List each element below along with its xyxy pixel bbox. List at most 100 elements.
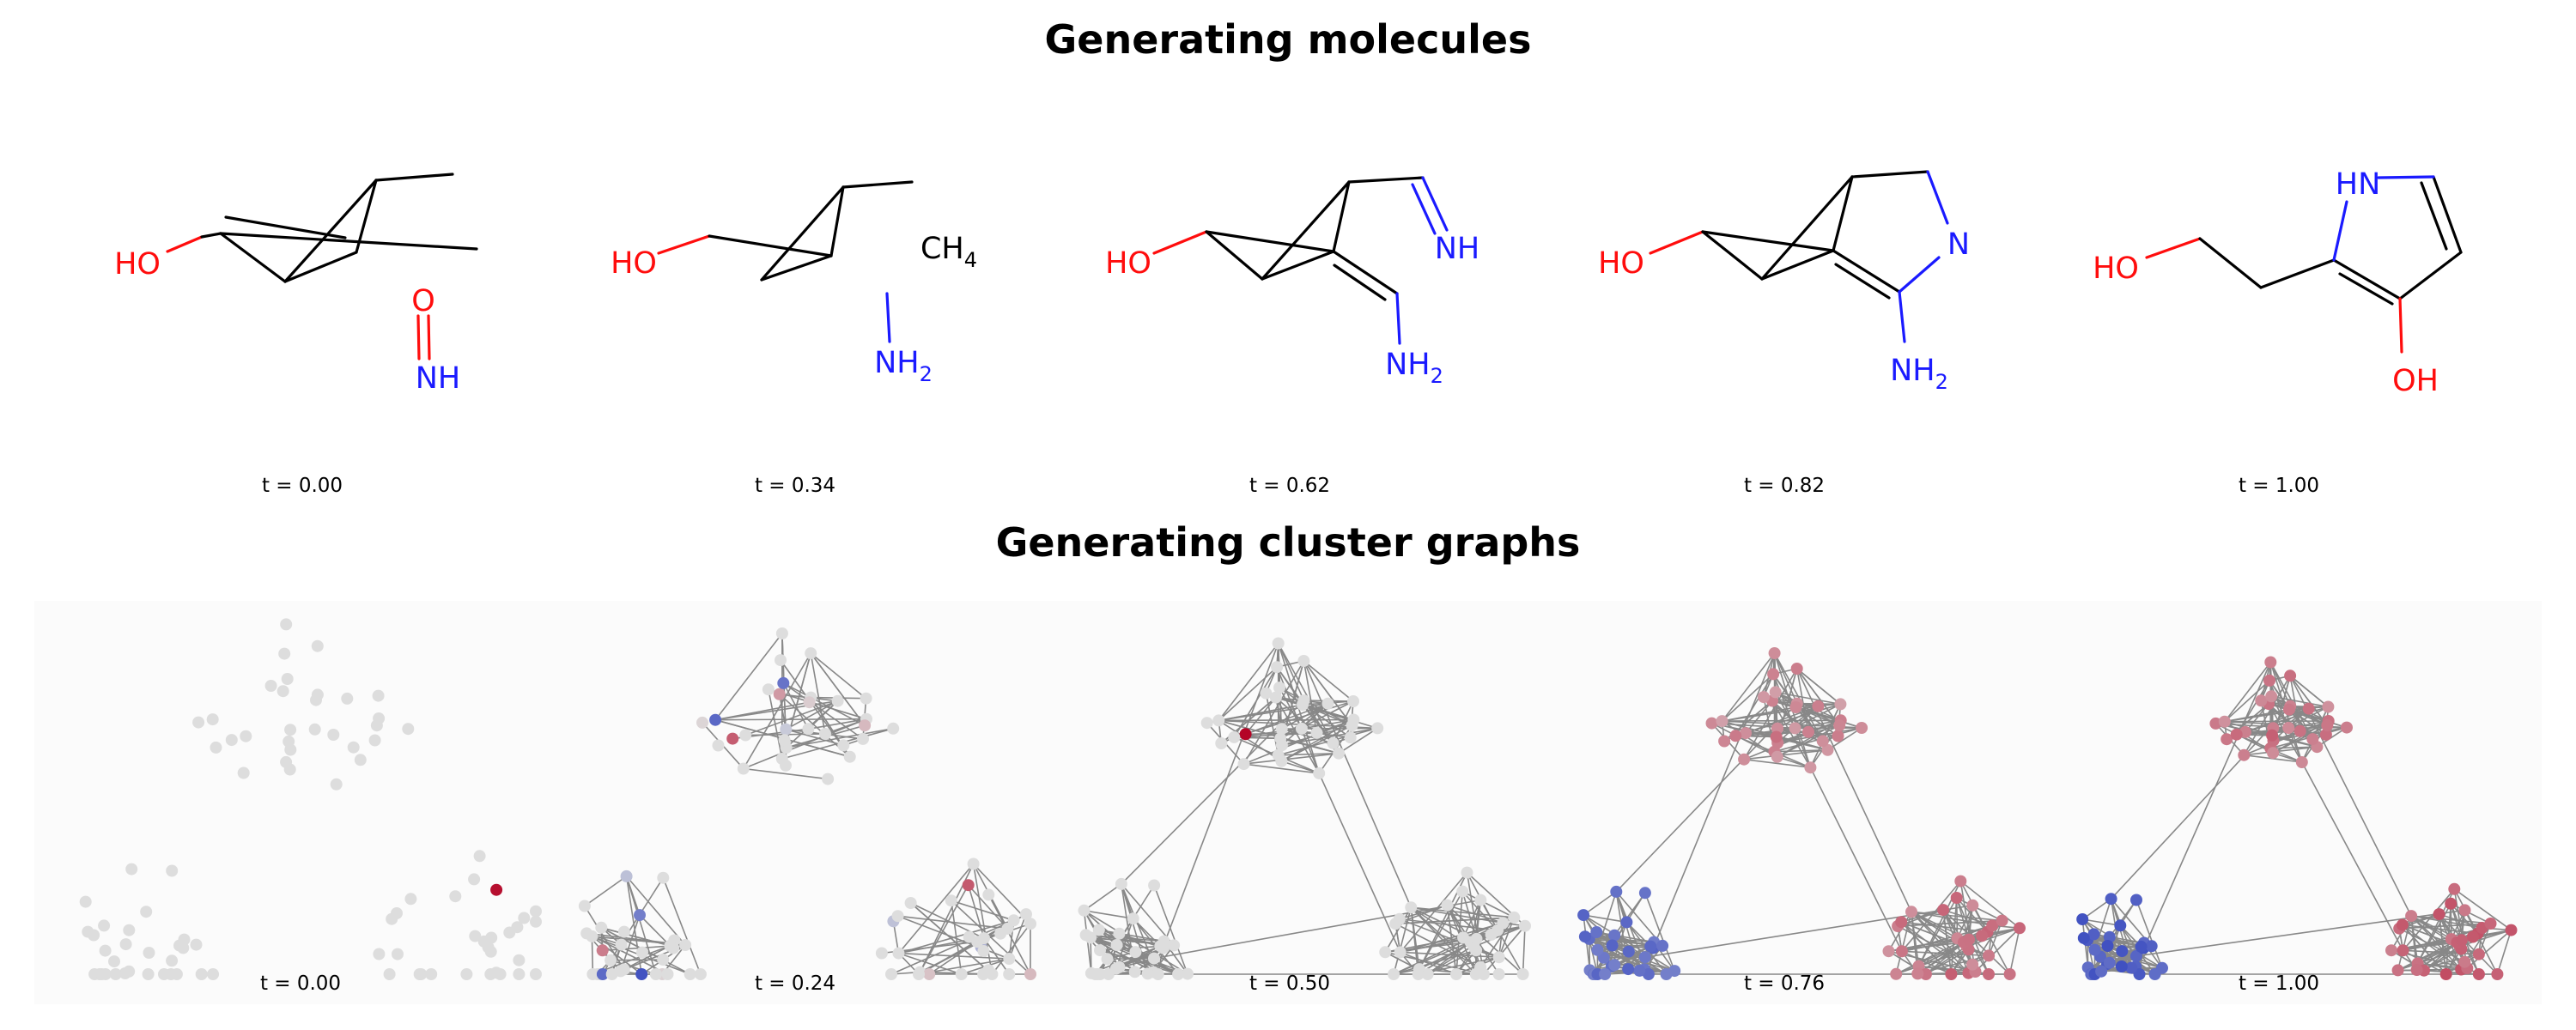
graph-node: [370, 719, 383, 732]
graph-edge: [1589, 945, 1651, 972]
graph-node: [283, 763, 296, 776]
graph-node: [1911, 967, 1924, 980]
graph-edge: [639, 914, 671, 947]
graph-node: [210, 741, 222, 754]
graph-node: [327, 729, 340, 741]
graph-edge: [1479, 900, 1524, 975]
molecule-timestep-label: t = 0.82: [1744, 475, 1825, 497]
graph-panel-2: [578, 627, 1036, 980]
graph-edge: [744, 700, 838, 736]
graph-edge: [1775, 691, 1841, 706]
graph-node: [143, 947, 155, 959]
graph-node: [1642, 968, 1655, 980]
graph-edge: [1959, 881, 1977, 972]
graph-edge: [1644, 905, 1973, 958]
graph-node: [264, 680, 277, 692]
graph-node: [468, 873, 481, 886]
atom-label: O: [411, 284, 435, 318]
molecule-panel-1: HO O NH: [114, 173, 478, 396]
graph-timestep-label: t = 0.00: [260, 972, 341, 995]
graph-edge: [2224, 662, 2271, 723]
atom-label: OH: [2392, 364, 2439, 398]
graph-node: [1656, 939, 1669, 952]
graph-edge: [2111, 706, 2291, 900]
graph-node: [1590, 926, 1603, 938]
graph-node: [347, 741, 360, 754]
graph-node: [605, 968, 618, 980]
graph-edge: [968, 884, 1008, 930]
graph-edge: [2466, 929, 2512, 969]
graph-node: [1129, 946, 1142, 959]
graph-edge: [1722, 706, 1796, 722]
graph-edge: [1775, 691, 1842, 722]
graph-node: [2125, 961, 2138, 974]
graph-node: [530, 915, 542, 928]
graph-node: [885, 968, 897, 980]
graph-node: [1297, 699, 1309, 712]
graph-edge: [972, 863, 993, 975]
graph-node: [1113, 960, 1126, 973]
graph-node: [657, 954, 670, 966]
graph-node: [1492, 951, 1505, 964]
graph-node: [1638, 951, 1651, 964]
graph-node: [2129, 949, 2142, 962]
graph-edge: [1583, 891, 1617, 916]
graph-node: [1937, 904, 1950, 917]
graph-node: [449, 890, 462, 903]
graph-edge: [983, 937, 1010, 975]
graph-node: [284, 724, 297, 736]
graph-node: [649, 968, 662, 980]
graph-node: [2319, 728, 2332, 741]
graph-node: [2265, 690, 2278, 703]
graph-node: [2433, 908, 2445, 921]
graph-edge: [1615, 703, 1798, 893]
graph-node: [775, 654, 787, 667]
graph-edge: [1085, 934, 1159, 975]
graph-node: [99, 944, 112, 957]
molecules-section-title: Generating molecules: [1045, 16, 1532, 63]
graph-node: [1963, 933, 1975, 946]
graph-node: [158, 968, 170, 980]
graph-edge: [2403, 949, 2479, 955]
graph-node: [1705, 717, 1718, 730]
graph-node: [1789, 701, 1802, 713]
graph-node: [2114, 919, 2127, 932]
graph-edge: [1498, 917, 1516, 958]
graph-node: [2095, 965, 2108, 978]
graph-node: [2448, 882, 2461, 895]
graph-node: [2472, 968, 2485, 980]
graph-node: [1078, 904, 1091, 917]
graph-node: [1856, 722, 1868, 734]
graph-node: [617, 963, 630, 976]
graph-node: [1273, 682, 1285, 694]
graph-edge: [1084, 910, 1133, 919]
graph-node: [1405, 901, 1418, 914]
graph-node: [780, 759, 792, 772]
atom-label: N: [1947, 227, 1970, 262]
graph-edge: [1279, 687, 1352, 726]
graph-node: [657, 871, 670, 884]
graph-node: [712, 739, 725, 752]
graph-node: [2385, 944, 2397, 957]
graph-node: [2105, 893, 2117, 906]
graph-edge: [1956, 897, 1989, 933]
graph-node: [2101, 940, 2114, 952]
graph-edge: [1483, 925, 1526, 975]
graph-edge: [610, 960, 657, 975]
graph-node: [2087, 928, 2100, 941]
graph-edge: [1318, 772, 1401, 953]
graph-edge: [1384, 906, 1412, 953]
graph-node: [1101, 953, 1114, 966]
graph-edge: [1795, 706, 1824, 742]
graph-edge: [1721, 652, 1776, 722]
graph-edge: [1152, 643, 1279, 972]
graph-node: [2466, 930, 2479, 943]
graph-node: [1200, 717, 1213, 730]
graph-edge: [1462, 900, 1482, 938]
graph-node: [777, 676, 790, 689]
graph-node: [173, 939, 185, 952]
graph-edge: [1275, 697, 1320, 774]
graph-node: [125, 863, 138, 876]
graph-node: [1577, 909, 1590, 922]
graph-node: [2283, 703, 2295, 716]
